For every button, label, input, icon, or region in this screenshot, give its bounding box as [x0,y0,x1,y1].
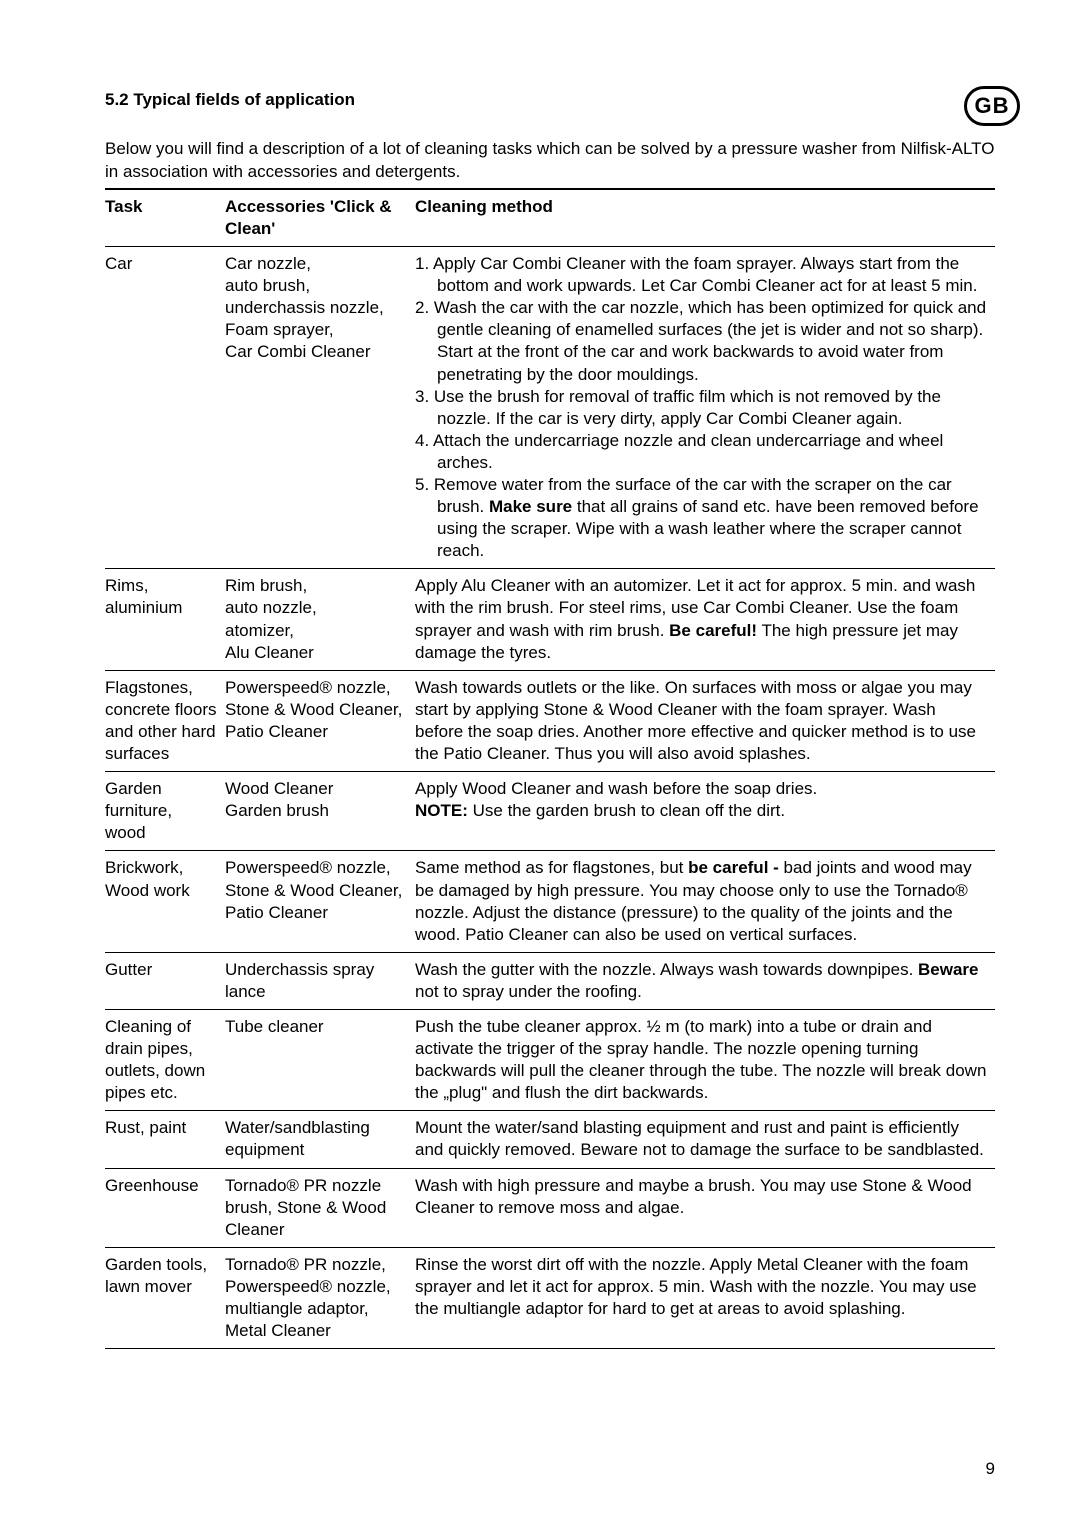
method-text: Wash towards outlets or the like. On sur… [415,677,987,765]
method-text: Rinse the worst dirt off with the nozzle… [415,1254,987,1320]
section-heading: 5.2 Typical fields of application [105,90,995,110]
method-text: Mount the water/sand blasting equipment … [415,1117,987,1161]
table-row: GutterUnderchassis spray lanceWash the g… [105,952,995,1009]
table-row: Rims, aluminiumRim brush,auto nozzle,ato… [105,569,995,670]
cell-method: Wash the gutter with the nozzle. Always … [415,952,995,1009]
header-method: Cleaning method [415,189,995,247]
method-step: 1. Apply Car Combi Cleaner with the foam… [415,253,987,297]
table-row: Flagstones, concrete floors and other ha… [105,670,995,771]
page-number: 9 [986,1459,995,1479]
cell-accessories: Underchassis spray lance [225,952,415,1009]
cell-task: Garden tools, lawn mover [105,1247,225,1348]
table-row: CarCar nozzle,auto brush,underchassis no… [105,247,995,569]
table-header-row: Task Accessories 'Click & Clean' Cleanin… [105,189,995,247]
table-row: Brickwork, Wood workPowerspeed® nozzle,S… [105,851,995,952]
method-text: Push the tube cleaner approx. ½ m (to ma… [415,1016,987,1104]
cell-method: Apply Wood Cleaner and wash before the s… [415,772,995,851]
cell-task: Cleaning of drain pipes, outlets, down p… [105,1009,225,1110]
cell-method: 1. Apply Car Combi Cleaner with the foam… [415,247,995,569]
cell-method: Push the tube cleaner approx. ½ m (to ma… [415,1009,995,1110]
cell-accessories: Tube cleaner [225,1009,415,1110]
method-text: Apply Alu Cleaner with an automizer. Let… [415,575,987,663]
method-text: Wash the gutter with the nozzle. Always … [415,959,987,1003]
method-step: 2. Wash the car with the car nozzle, whi… [415,297,987,385]
table-row: Garden tools, lawn moverTornado® PR nozz… [105,1247,995,1348]
cell-task: Car [105,247,225,569]
table-row: Garden furniture, woodWood CleanerGarden… [105,772,995,851]
cell-accessories: Powerspeed® nozzle,Stone & Wood Cleaner,… [225,670,415,771]
header-accessories: Accessories 'Click & Clean' [225,189,415,247]
table-row: GreenhouseTornado® PR nozzle brush, Ston… [105,1168,995,1247]
method-step: 4. Attach the undercarriage nozzle and c… [415,430,987,474]
cell-accessories: Wood CleanerGarden brush [225,772,415,851]
cell-accessories: Rim brush,auto nozzle,atomizer,Alu Clean… [225,569,415,670]
table-row: Cleaning of drain pipes, outlets, down p… [105,1009,995,1110]
language-badge-text: GB [975,93,1010,119]
cell-method: Apply Alu Cleaner with an automizer. Let… [415,569,995,670]
language-badge: GB [964,86,1020,126]
cell-method: Wash with high pressure and maybe a brus… [415,1168,995,1247]
cell-method: Same method as for flagstones, but be ca… [415,851,995,952]
cell-method: Wash towards outlets or the like. On sur… [415,670,995,771]
cell-task: Garden furniture, wood [105,772,225,851]
table-body: CarCar nozzle,auto brush,underchassis no… [105,247,995,1349]
cell-task: Gutter [105,952,225,1009]
cell-accessories: Water/sandblasting equipment [225,1111,415,1168]
cell-task: Greenhouse [105,1168,225,1247]
applications-table: Task Accessories 'Click & Clean' Cleanin… [105,188,995,1349]
cell-task: Rust, paint [105,1111,225,1168]
cell-task: Rims, aluminium [105,569,225,670]
cell-accessories: Car nozzle,auto brush,underchassis nozzl… [225,247,415,569]
method-text: Apply Wood Cleaner and wash before the s… [415,778,987,822]
cell-method: Rinse the worst dirt off with the nozzle… [415,1247,995,1348]
cell-task: Brickwork, Wood work [105,851,225,952]
method-text: Same method as for flagstones, but be ca… [415,857,987,945]
cell-accessories: Tornado® PR nozzle brush, Stone & Wood C… [225,1168,415,1247]
document-page: GB 5.2 Typical fields of application Bel… [0,0,1080,1389]
cell-task: Flagstones, concrete floors and other ha… [105,670,225,771]
method-step: 5. Remove water from the surface of the … [415,474,987,562]
method-text: Wash with high pressure and maybe a brus… [415,1175,987,1219]
intro-paragraph: Below you will find a description of a l… [105,138,995,184]
cell-method: Mount the water/sand blasting equipment … [415,1111,995,1168]
cell-accessories: Tornado® PR nozzle, Powerspeed® nozzle, … [225,1247,415,1348]
table-row: Rust, paintWater/sandblasting equipmentM… [105,1111,995,1168]
method-step: 3. Use the brush for removal of traffic … [415,386,987,430]
cell-accessories: Powerspeed® nozzle,Stone & Wood Cleaner,… [225,851,415,952]
header-task: Task [105,189,225,247]
